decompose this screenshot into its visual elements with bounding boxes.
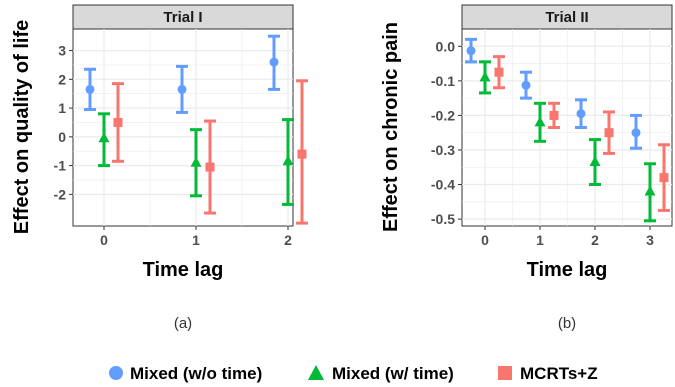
y-tick-label: -1 xyxy=(54,158,67,174)
point-mixed-wo-time xyxy=(576,109,586,119)
x-tick-label: 1 xyxy=(536,232,544,248)
panel-b-y-axis-title: Effect on chronic pain xyxy=(380,22,402,232)
point-mixed-wo-time xyxy=(631,128,641,138)
panel-b-strip xyxy=(461,4,673,30)
point-mcrts-z xyxy=(297,149,307,159)
y-tick-label: 0.0 xyxy=(436,38,456,54)
point-mixed-w-time xyxy=(98,132,110,143)
point-mixed-w-time xyxy=(282,155,294,166)
x-tick-label: 3 xyxy=(646,232,654,248)
point-mcrts-z xyxy=(113,117,123,127)
point-mixed-wo-time xyxy=(269,57,279,67)
panel-a-y-axis-title: Effect on quality of life xyxy=(11,20,33,234)
y-tick-label: 0 xyxy=(58,129,66,145)
legend-label-mixed-wo-time: Mixed (w/o time) xyxy=(130,364,262,383)
panel-b-y-ticks: 0.0 -0.1 -0.2 -0.3 -0.4 -0.5 xyxy=(431,38,462,227)
point-mcrts-z xyxy=(659,173,669,183)
panel-b-x-ticks: 0 1 2 3 xyxy=(481,226,654,248)
legend-marker-mcrts-z xyxy=(498,366,512,380)
y-tick-label: -0.1 xyxy=(431,73,455,89)
legend-label-mcrts-z: MCRTs+Z xyxy=(520,364,598,383)
x-tick-label: 2 xyxy=(284,232,292,248)
panel-a-marks xyxy=(84,34,308,225)
point-mcrts-z xyxy=(549,110,559,120)
panel-b-plot-area xyxy=(461,28,673,227)
y-tick-label: -2 xyxy=(54,186,67,202)
panel-b-caption: (b) xyxy=(558,315,576,332)
point-mixed-wo-time xyxy=(85,84,95,94)
panel-a: Trial I -2 -1 0 1 2 3 0 1 2 Time lag Effect on … xyxy=(11,4,308,332)
panel-b-strip-label: Trial II xyxy=(545,9,588,26)
legend-marker-mixed-w-time xyxy=(308,365,324,380)
point-mixed-w-time xyxy=(190,156,202,167)
y-tick-label: -0.2 xyxy=(431,107,455,123)
point-mcrts-z xyxy=(604,128,614,138)
panel-a-caption: (a) xyxy=(174,315,192,332)
legend-marker-mixed-wo-time xyxy=(109,366,123,380)
y-tick-label: -0.5 xyxy=(431,211,455,227)
point-mixed-w-time xyxy=(589,156,601,167)
panel-a-plot-area xyxy=(72,28,294,227)
panel-a-strip xyxy=(72,4,294,30)
point-mixed-w-time xyxy=(479,71,491,82)
y-tick-label: 1 xyxy=(58,100,66,116)
panel-b: Trial II 0.0 -0.1 -0.2 -0.3 -0.4 -0.5 0 1 2 3 Ti… xyxy=(380,4,673,332)
legend: Mixed (w/o time) Mixed (w/ time) MCRTs+Z xyxy=(109,364,598,383)
x-tick-label: 1 xyxy=(192,232,200,248)
y-tick-label: -0.4 xyxy=(431,177,455,193)
panel-a-strip-label: Trial I xyxy=(163,9,202,26)
panel-a-x-axis-title: Time lag xyxy=(143,259,224,281)
legend-label-mixed-w-time: Mixed (w/ time) xyxy=(332,364,454,383)
y-tick-label: -0.3 xyxy=(431,142,455,158)
panel-b-x-axis-title: Time lag xyxy=(527,259,608,281)
panel-b-marks xyxy=(465,37,670,223)
x-tick-label: 0 xyxy=(481,232,489,248)
y-tick-label: 2 xyxy=(58,71,66,87)
point-mcrts-z xyxy=(494,67,504,77)
x-tick-label: 0 xyxy=(100,232,108,248)
panel-a-y-ticks: -2 -1 0 1 2 3 xyxy=(54,43,73,202)
y-tick-label: 3 xyxy=(58,43,66,59)
point-mixed-wo-time xyxy=(521,80,531,90)
point-mixed-wo-time xyxy=(466,46,476,56)
point-mixed-wo-time xyxy=(177,84,187,94)
point-mcrts-z xyxy=(205,162,215,172)
point-mixed-w-time xyxy=(534,116,546,127)
point-mixed-w-time xyxy=(644,185,656,196)
panel-a-x-ticks: 0 1 2 xyxy=(100,226,292,248)
x-tick-label: 2 xyxy=(591,232,599,248)
